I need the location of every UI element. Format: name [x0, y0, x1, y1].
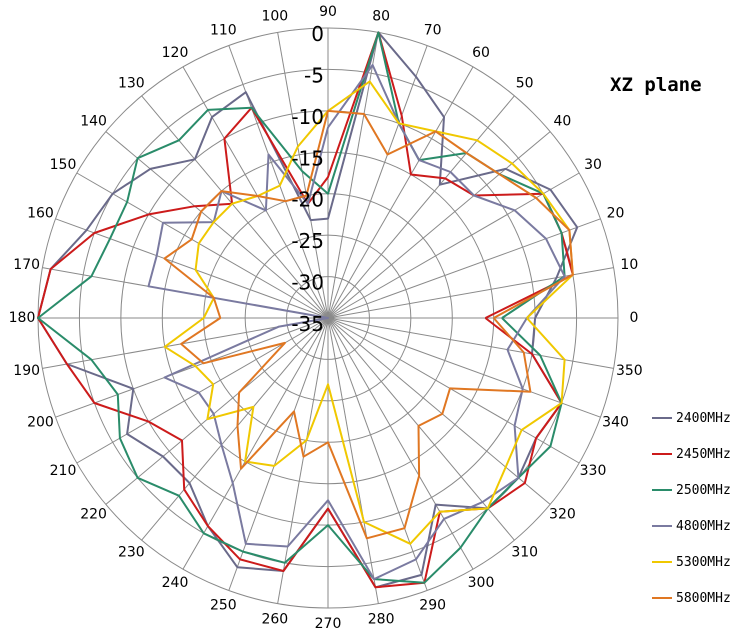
angle-tick-label: 40 — [553, 113, 571, 129]
legend-label: 4800MHz — [676, 519, 731, 534]
grid-spoke — [327, 317, 580, 464]
grid-spoke — [228, 317, 329, 591]
angle-tick-label: 310 — [511, 544, 538, 560]
grid-spoke — [277, 317, 329, 604]
angle-tick-label: 240 — [162, 575, 189, 591]
grid-spoke — [105, 131, 329, 319]
angle-tick-label: 130 — [118, 76, 145, 92]
radial-tick-label: -25 — [291, 229, 324, 253]
grid-spoke — [327, 95, 515, 319]
radial-tick-label: 0 — [311, 22, 324, 46]
grid-spoke — [182, 66, 329, 319]
angle-tick-label: 300 — [468, 575, 495, 591]
series-line — [147, 64, 566, 581]
angle-tick-label: 140 — [80, 113, 107, 129]
angle-tick-label: 20 — [607, 205, 625, 221]
angle-tick-label: 170 — [13, 257, 40, 273]
grid-spoke — [327, 317, 428, 591]
grid-spoke — [327, 317, 614, 369]
grid-spoke — [228, 45, 329, 319]
angle-tick-label: 260 — [261, 611, 288, 627]
angle-tick-label: 250 — [210, 598, 237, 614]
angle-tick-label: 10 — [620, 257, 638, 273]
radial-tick-label: -20 — [291, 188, 324, 212]
angle-tick-label: 110 — [210, 22, 237, 38]
angle-tick-label: 350 — [616, 363, 643, 379]
angle-tick-label: 160 — [27, 205, 54, 221]
angle-tick-label: 50 — [516, 76, 534, 92]
grid-spoke — [55, 218, 329, 319]
angle-tick-label: 230 — [118, 544, 145, 560]
angle-tick-label: 340 — [602, 415, 629, 431]
grid-spoke — [327, 317, 515, 541]
angle-tick-label: 320 — [549, 507, 576, 523]
angle-tick-label: 70 — [424, 22, 442, 38]
grid-spoke — [277, 32, 329, 319]
angle-tick-label: 220 — [80, 507, 107, 523]
angle-tick-label: 30 — [584, 157, 602, 173]
grid-spoke — [76, 317, 329, 464]
legend: 2400MHz 2450MHz 2500MHz 4800MHz 5300MHz 5800M… — [652, 411, 731, 606]
grid-spoke — [182, 317, 329, 570]
grid-spoke — [327, 267, 614, 319]
angle-tick-label: 120 — [162, 45, 189, 61]
grid-spoke — [327, 317, 601, 418]
angle-tick-label: 150 — [50, 157, 77, 173]
grid-spoke — [141, 317, 329, 541]
angle-tick-label: 290 — [419, 598, 446, 614]
angle-tick-label: 60 — [472, 45, 490, 61]
angle-tick-label: 200 — [27, 415, 54, 431]
grid-spoke — [327, 218, 601, 319]
legend-label: 5300MHz — [676, 555, 731, 570]
radial-tick-label: -10 — [291, 105, 324, 129]
grid-spoke — [327, 66, 474, 319]
legend-label: 2450MHz — [676, 447, 731, 462]
grid-spoke — [327, 45, 428, 319]
angle-tick-label: 0 — [630, 310, 639, 326]
grid-spoke — [105, 317, 329, 505]
angle-tick-label: 180 — [9, 310, 36, 326]
polar-grid — [37, 27, 619, 609]
radial-tick-label: -35 — [291, 312, 324, 336]
angle-tick-labels: 0 10 20 30 40 50 60 70 80 90 100 110 120 130 140 150 160… — [9, 4, 643, 632]
grid-spoke — [327, 317, 474, 570]
angle-tick-label: 100 — [261, 9, 288, 25]
radial-tick-label: -15 — [291, 146, 324, 170]
legend-label: 2400MHz — [676, 411, 731, 426]
radial-tick-label: -5 — [304, 63, 324, 87]
grid-spoke — [327, 317, 379, 604]
grid-spoke — [55, 317, 329, 418]
angle-tick-label: 210 — [50, 463, 77, 479]
series-layer — [37, 31, 579, 589]
legend-label: 5800MHz — [676, 591, 731, 606]
angle-tick-label: 90 — [319, 4, 337, 20]
series-line — [163, 109, 574, 540]
grid-spoke — [327, 317, 551, 505]
radial-tick-labels: 0 -5 -10 -15 -20 -25 -30 -35 — [291, 22, 324, 336]
chart-title: XZ plane — [610, 74, 702, 96]
grid-spoke — [327, 32, 379, 319]
grid-spoke — [327, 131, 551, 319]
angle-tick-label: 190 — [13, 363, 40, 379]
angle-tick-label: 270 — [315, 616, 342, 632]
radial-tick-label: -30 — [291, 271, 324, 295]
angle-tick-label: 80 — [372, 9, 390, 25]
grid-spoke — [76, 172, 329, 319]
grid-spoke — [141, 95, 329, 319]
angle-tick-label: 280 — [368, 611, 395, 627]
legend-label: 2500MHz — [676, 483, 731, 498]
grid-spoke — [327, 172, 580, 319]
angle-tick-label: 330 — [580, 463, 607, 479]
